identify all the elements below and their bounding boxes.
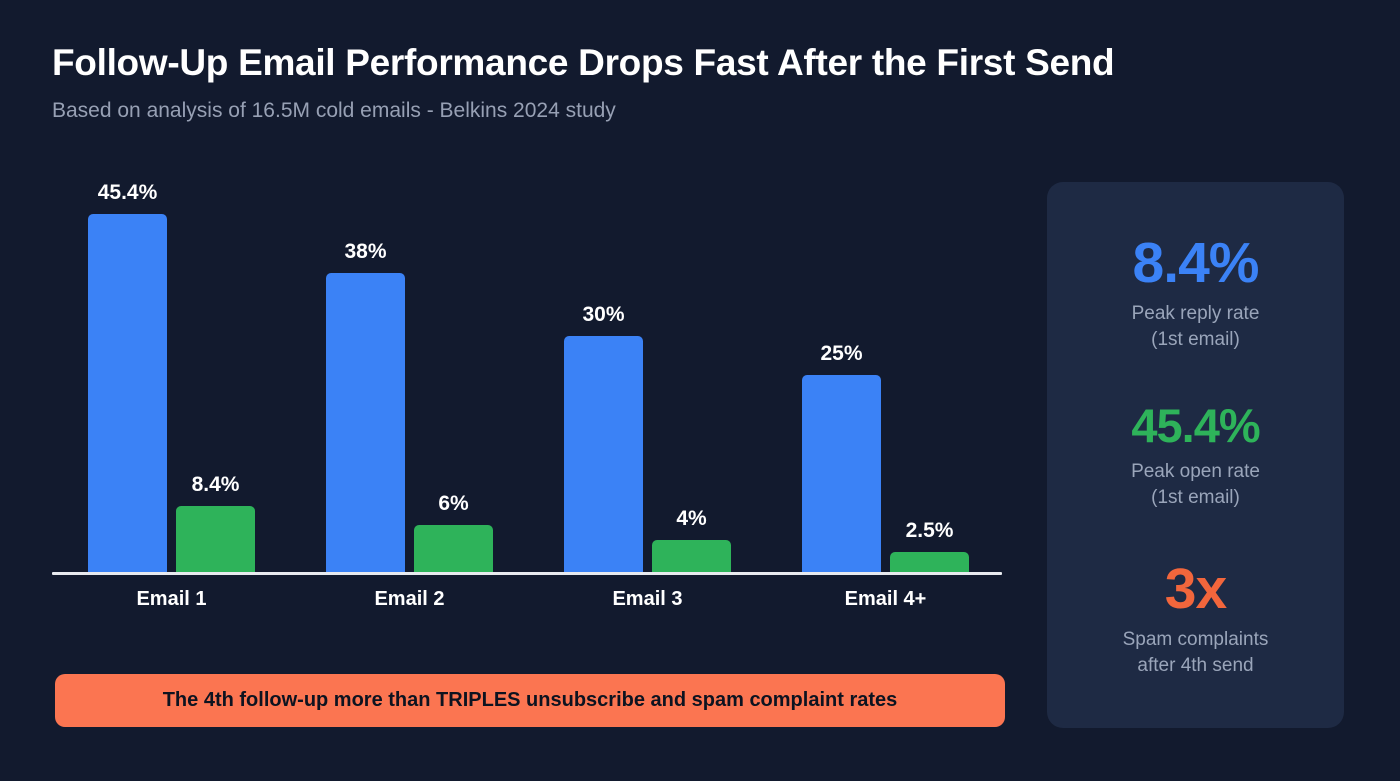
stat-label-line2: (1st email) — [1151, 486, 1240, 508]
bar-open-rate-1[interactable]: 45.4% — [88, 181, 167, 572]
callout-banner: The 4th follow-up more than TRIPLES unsu… — [55, 674, 1005, 727]
bar-chart: 45.4% 8.4% Email 1 38% 6% Email 2 30% 4% Email 3… — [52, 178, 1002, 610]
stat-item-2: 45.4% Peak open rate (1st email) — [1059, 398, 1332, 511]
bar-reply-rate-2[interactable]: 6% — [414, 492, 493, 572]
bar-value-label: 4% — [676, 507, 707, 530]
x-axis-label-2: Email 2 — [374, 588, 445, 610]
x-axis-line — [52, 572, 1002, 575]
stat-value: 45.4% — [1131, 398, 1260, 452]
stat-value: 3x — [1164, 556, 1227, 621]
bar-reply-rate-1[interactable]: 8.4% — [176, 473, 255, 572]
bar-reply-rate-3[interactable]: 4% — [652, 507, 731, 572]
stats-panel: 8.4% Peak reply rate (1st email) 45.4% Peak … — [1047, 182, 1344, 728]
bar-value-label: 25% — [820, 342, 863, 365]
bar-value-label: 8.4% — [191, 473, 240, 496]
bar-value-label: 45.4% — [97, 181, 158, 204]
stat-item-3: 3x Spam complaints after 4th send — [1059, 558, 1332, 679]
page-subtitle: Based on analysis of 16.5M cold emails -… — [52, 99, 616, 122]
bar-open-rate-3[interactable]: 30% — [564, 303, 643, 572]
stat-label-line1: Spam complaints — [1122, 628, 1269, 650]
bar-value-label: 2.5% — [905, 519, 954, 542]
bar-value-label: 30% — [582, 303, 625, 326]
bar-open-rate-2[interactable]: 38% — [326, 240, 405, 572]
chart-plot-area: 45.4% 8.4% Email 1 38% 6% Email 2 30% 4% Email 3… — [52, 178, 1002, 610]
bar-open-rate-4[interactable]: 25% — [802, 342, 881, 572]
chart-header: Follow-Up Email Performance Drops Fast A… — [52, 40, 1352, 125]
x-axis-label-4: Email 4+ — [844, 588, 927, 610]
bar-value-label: 6% — [438, 492, 469, 515]
stat-label-line2: (1st email) — [1151, 328, 1240, 350]
bar-value-label: 38% — [344, 240, 387, 263]
stat-label-line1: Peak reply rate — [1131, 302, 1260, 324]
stat-value: 8.4% — [1132, 230, 1260, 295]
stat-item-1: 8.4% Peak reply rate (1st email) — [1059, 232, 1332, 353]
page-title: Follow-Up Email Performance Drops Fast A… — [52, 42, 1115, 83]
stat-label-line1: Peak open rate — [1131, 460, 1260, 482]
x-axis-label-3: Email 3 — [612, 588, 683, 610]
bar-reply-rate-4[interactable]: 2.5% — [890, 519, 969, 572]
callout-text: The 4th follow-up more than TRIPLES unsu… — [162, 689, 898, 711]
stat-label-line2: after 4th send — [1137, 654, 1254, 676]
x-axis-label-1: Email 1 — [136, 588, 207, 610]
